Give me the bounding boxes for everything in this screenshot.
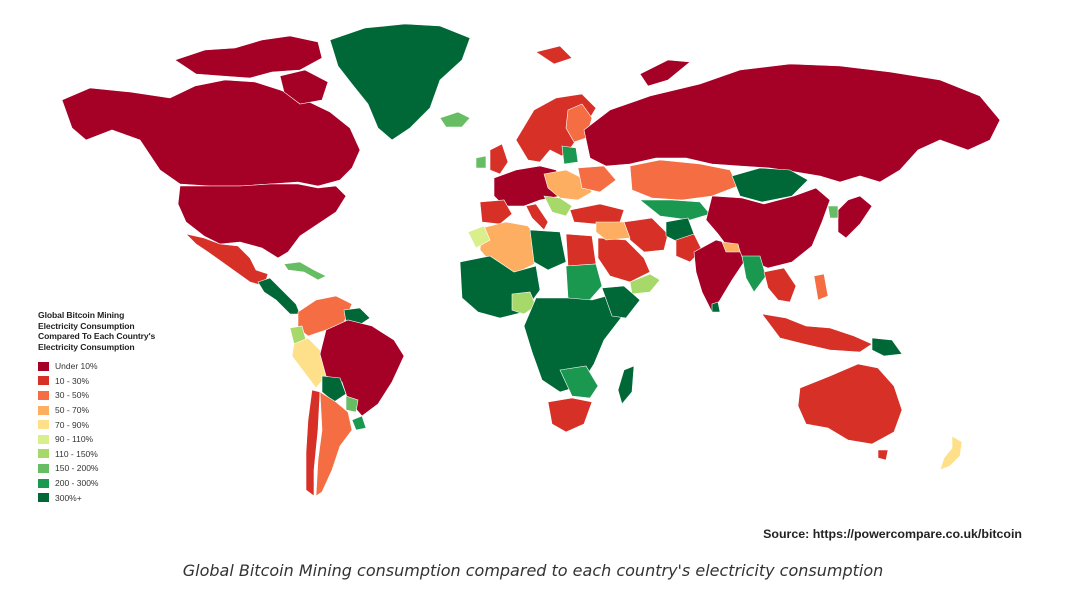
brazil	[319, 319, 405, 417]
australia	[797, 363, 903, 445]
russia-islands	[535, 45, 573, 65]
world-map-figure: Global Bitcoin Mining Electricity Consum…	[38, 23, 1022, 541]
ireland	[475, 155, 487, 169]
legend-label: Under 10%	[55, 361, 98, 372]
legend-label: 110 - 150%	[55, 448, 98, 459]
legend-item: 50 - 70%	[38, 403, 188, 418]
chile	[305, 389, 321, 497]
world-map	[61, 23, 1001, 497]
uk-ireland	[489, 143, 509, 175]
map-legend: Global Bitcoin Mining Electricity Consum…	[38, 310, 188, 505]
north-korea	[827, 205, 839, 219]
legend-swatch	[38, 420, 49, 430]
morocco	[467, 225, 491, 249]
legend-swatch	[38, 478, 49, 488]
peru	[291, 337, 327, 389]
caribbean	[283, 261, 327, 281]
legend-item: 70 - 90%	[38, 417, 188, 432]
baffin-island	[279, 69, 329, 105]
philippines	[813, 273, 829, 301]
legend-item: 200 - 300%	[38, 476, 188, 491]
egypt	[565, 233, 597, 267]
balkans	[543, 195, 573, 217]
bolivia	[321, 375, 347, 403]
kazakhstan	[629, 159, 739, 201]
iraq-syria	[595, 221, 631, 241]
legend-swatch	[38, 361, 49, 371]
novaya-zemlya	[639, 59, 691, 87]
uruguay	[351, 415, 367, 431]
ukraine	[577, 165, 617, 193]
legend-label: 30 - 50%	[55, 390, 90, 401]
baltic	[561, 145, 579, 165]
madagascar	[617, 365, 635, 405]
legend-item: 110 - 150%	[38, 447, 188, 462]
horn-of-africa	[601, 285, 641, 319]
argentina	[315, 391, 353, 497]
legend-label: 10 - 30%	[55, 375, 90, 386]
figure-caption: Global Bitcoin Mining consumption compar…	[182, 561, 884, 580]
mongolia	[731, 167, 809, 203]
bangladesh-myanmar	[741, 255, 767, 293]
libya	[529, 229, 567, 271]
arctic-islands	[174, 35, 323, 79]
tasmania	[877, 449, 889, 461]
legend-item: 10 - 30%	[38, 374, 188, 389]
legend-label: 150 - 200%	[55, 463, 99, 474]
iceland	[439, 111, 471, 128]
legend-label: 300%+	[55, 492, 82, 503]
legend-label: 90 - 110%	[55, 434, 94, 445]
central-asia	[639, 199, 711, 221]
italy	[525, 203, 549, 231]
legend-swatch	[38, 405, 49, 415]
legend-item: 30 - 50%	[38, 388, 188, 403]
legend-swatch	[38, 449, 49, 459]
legend-title: Global Bitcoin Mining Electricity Consum…	[38, 310, 156, 352]
canada-alaska	[61, 79, 361, 187]
legend-swatch	[38, 463, 49, 473]
turkey	[569, 203, 625, 225]
southeast-asia	[763, 267, 797, 303]
saudi-arabia	[597, 237, 651, 283]
central-africa	[523, 293, 625, 393]
papua-new-guinea	[871, 337, 903, 357]
legend-label: 50 - 70%	[55, 405, 90, 416]
legend-item: 300%+	[38, 490, 188, 505]
southern-africa	[559, 365, 599, 399]
iberia	[479, 199, 513, 225]
legend-items: Under 10% 10 - 30% 30 - 50% 50 - 70% 70 …	[38, 359, 188, 505]
legend-item: 90 - 110%	[38, 432, 188, 447]
paraguay	[345, 395, 359, 413]
russia	[583, 63, 1001, 183]
sri-lanka	[711, 301, 721, 313]
yemen-oman	[629, 273, 661, 295]
sudan	[565, 263, 603, 303]
nigeria	[511, 291, 537, 315]
iran	[623, 217, 669, 253]
legend-swatch	[38, 376, 49, 386]
legend-label: 70 - 90%	[55, 419, 90, 430]
korea-japan	[837, 195, 873, 239]
legend-swatch	[38, 434, 49, 444]
legend-swatch	[38, 493, 49, 503]
nepal-bhutan	[721, 241, 741, 253]
legend-item: 150 - 200%	[38, 461, 188, 476]
legend-label: 200 - 300%	[55, 478, 99, 489]
indonesia	[761, 313, 873, 353]
usa	[177, 183, 347, 259]
new-zealand	[939, 435, 963, 471]
legend-item: Under 10%	[38, 359, 188, 374]
legend-swatch	[38, 390, 49, 400]
central-america	[257, 277, 301, 315]
greenland	[329, 23, 471, 141]
south-africa	[547, 397, 593, 433]
source-credit: Source: https://powercompare.co.uk/bitco…	[763, 527, 1022, 541]
